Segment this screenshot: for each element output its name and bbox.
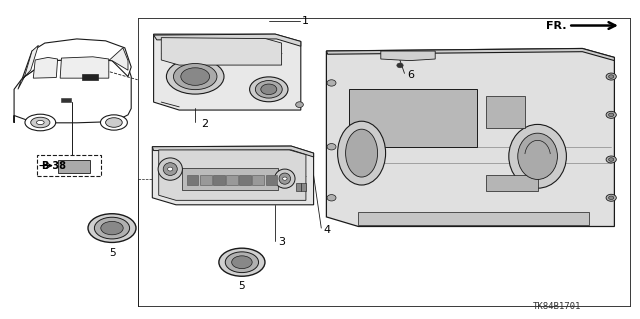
Ellipse shape — [509, 124, 566, 188]
Ellipse shape — [275, 169, 295, 188]
Polygon shape — [161, 38, 282, 65]
Text: 3: 3 — [278, 237, 285, 248]
Ellipse shape — [163, 163, 177, 175]
Bar — [213, 175, 225, 185]
Ellipse shape — [106, 118, 122, 127]
Text: 4: 4 — [324, 225, 331, 235]
Ellipse shape — [261, 84, 277, 95]
Bar — [252, 175, 264, 185]
Polygon shape — [18, 45, 38, 89]
Ellipse shape — [166, 59, 224, 94]
Text: 6: 6 — [407, 70, 414, 80]
Ellipse shape — [518, 133, 557, 179]
Polygon shape — [326, 48, 614, 61]
Bar — [301, 183, 306, 191]
Bar — [358, 212, 589, 225]
Bar — [82, 74, 98, 80]
Ellipse shape — [609, 113, 614, 117]
Ellipse shape — [101, 221, 123, 235]
Ellipse shape — [346, 129, 378, 177]
Ellipse shape — [606, 111, 616, 118]
Text: 2: 2 — [202, 119, 209, 130]
Text: FR.: FR. — [546, 20, 566, 31]
Bar — [227, 175, 238, 185]
Text: 5: 5 — [239, 281, 245, 291]
Text: B-38: B-38 — [41, 160, 66, 171]
Polygon shape — [22, 39, 131, 78]
Polygon shape — [154, 34, 301, 46]
Bar — [486, 175, 538, 191]
Ellipse shape — [296, 102, 303, 108]
Polygon shape — [152, 146, 314, 157]
Polygon shape — [152, 146, 314, 205]
Ellipse shape — [609, 75, 614, 78]
Ellipse shape — [95, 217, 129, 239]
Ellipse shape — [31, 117, 50, 128]
Ellipse shape — [100, 115, 127, 130]
Ellipse shape — [25, 114, 56, 131]
Polygon shape — [326, 48, 614, 226]
Ellipse shape — [250, 77, 288, 102]
Bar — [266, 175, 277, 185]
Ellipse shape — [232, 256, 252, 269]
Ellipse shape — [338, 121, 385, 185]
Polygon shape — [33, 57, 58, 78]
Polygon shape — [154, 34, 301, 110]
Ellipse shape — [609, 196, 614, 200]
Ellipse shape — [168, 167, 173, 171]
Bar — [486, 96, 525, 128]
Text: 5: 5 — [109, 248, 115, 258]
Ellipse shape — [180, 68, 210, 85]
Polygon shape — [159, 150, 306, 200]
Text: TK84B1701: TK84B1701 — [532, 302, 581, 311]
Ellipse shape — [606, 194, 616, 201]
Bar — [239, 175, 251, 185]
Polygon shape — [109, 48, 128, 70]
Ellipse shape — [158, 158, 182, 180]
Ellipse shape — [255, 81, 282, 98]
Bar — [187, 175, 198, 185]
Ellipse shape — [219, 248, 265, 276]
Ellipse shape — [36, 121, 44, 125]
Polygon shape — [60, 57, 109, 78]
Bar — [296, 183, 301, 191]
Ellipse shape — [327, 195, 336, 201]
Ellipse shape — [397, 63, 403, 68]
Bar — [182, 168, 278, 190]
Ellipse shape — [609, 158, 614, 161]
Bar — [349, 89, 477, 147]
Text: 1: 1 — [302, 16, 309, 26]
Polygon shape — [14, 59, 131, 123]
Ellipse shape — [327, 80, 336, 86]
Ellipse shape — [173, 63, 217, 90]
Ellipse shape — [225, 252, 259, 272]
Bar — [58, 160, 90, 173]
Ellipse shape — [606, 73, 616, 80]
Bar — [61, 98, 71, 102]
Ellipse shape — [327, 144, 336, 150]
Ellipse shape — [88, 214, 136, 242]
Polygon shape — [381, 51, 435, 61]
Bar — [200, 175, 211, 185]
Ellipse shape — [283, 177, 287, 180]
Ellipse shape — [606, 156, 616, 163]
Ellipse shape — [279, 173, 291, 184]
